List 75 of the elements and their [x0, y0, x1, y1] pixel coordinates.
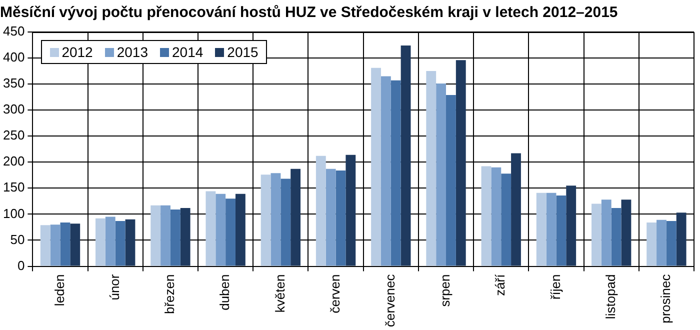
legend-label: 2015 [226, 44, 258, 60]
legend-label: 2014 [171, 44, 204, 60]
bar [666, 220, 676, 266]
y-tick-label: 350 [2, 76, 25, 91]
bar [270, 173, 281, 266]
y-tick-label: 150 [2, 180, 25, 195]
bar [336, 170, 346, 266]
bar [180, 208, 190, 266]
x-tick-label: březen [162, 274, 178, 314]
bar [380, 76, 391, 266]
bar [371, 68, 381, 266]
x-tick-label: duben [217, 274, 232, 310]
bar [235, 194, 246, 266]
chart-title: Měsíční vývoj počtu přenocování hostů HUZ ve Středočeském kraji v letech 2012–2015 [0, 4, 618, 22]
bar [676, 212, 686, 266]
bar [60, 222, 70, 266]
legend-label: 2013 [116, 44, 148, 60]
bar [280, 178, 291, 266]
bar [226, 198, 236, 266]
bar [115, 220, 126, 266]
bar [390, 80, 401, 266]
bar [160, 205, 170, 266]
y-tick-label: 250 [2, 128, 25, 143]
x-tick-label: srpen [438, 274, 453, 307]
bar [546, 192, 556, 266]
x-tick-label: únor [106, 274, 122, 300]
bar [646, 222, 657, 266]
y-tick-label: 200 [2, 154, 25, 169]
y-tick-label: 0 [17, 258, 25, 273]
bar [566, 186, 576, 266]
bar [446, 94, 456, 266]
bar [96, 218, 106, 266]
bar [601, 200, 612, 266]
x-tick-label: listopad [602, 274, 618, 320]
bar [206, 191, 216, 266]
bar [491, 167, 502, 266]
x-tick-label: leden [52, 274, 67, 306]
bar [50, 224, 60, 266]
bar [481, 166, 492, 266]
bar [511, 153, 521, 266]
bar [290, 168, 301, 266]
bar [611, 208, 622, 266]
bar [70, 224, 80, 266]
y-tick-label: 400 [2, 50, 25, 65]
x-tick-label: září [492, 274, 508, 296]
bar [436, 84, 446, 266]
bar [346, 154, 356, 266]
y-tick-label: 450 [2, 24, 25, 39]
bar [426, 71, 436, 266]
x-tick-label: prosinec [658, 274, 674, 324]
bar [456, 60, 466, 266]
legend-label: 2012 [60, 44, 93, 60]
bar [556, 195, 566, 266]
bar [40, 225, 50, 266]
bar [316, 156, 326, 266]
bar [216, 194, 226, 266]
bar [105, 216, 116, 266]
bar [536, 192, 546, 266]
x-tick-label: červenec [382, 274, 398, 327]
bar [125, 219, 136, 266]
y-tick-label: 50 [10, 232, 25, 247]
bar [656, 220, 666, 266]
bar [621, 200, 632, 266]
bar [400, 46, 411, 266]
x-tick-label: květen [272, 274, 288, 313]
bar [170, 210, 180, 266]
bar [591, 204, 602, 266]
bar [260, 174, 271, 266]
bar [326, 168, 336, 266]
y-tick-label: 100 [2, 206, 25, 221]
bar [150, 205, 161, 266]
x-tick-label: červen [327, 274, 342, 314]
x-tick-label: říjen [548, 274, 563, 300]
bar [501, 174, 512, 266]
y-tick-label: 300 [2, 102, 25, 117]
